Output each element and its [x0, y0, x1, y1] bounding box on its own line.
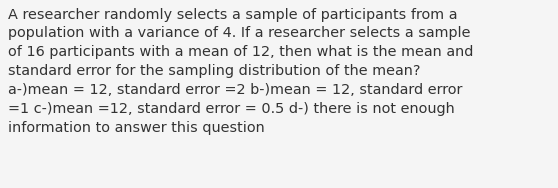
Text: A researcher randomly selects a sample of participants from a
population with a : A researcher randomly selects a sample o…: [8, 8, 474, 135]
